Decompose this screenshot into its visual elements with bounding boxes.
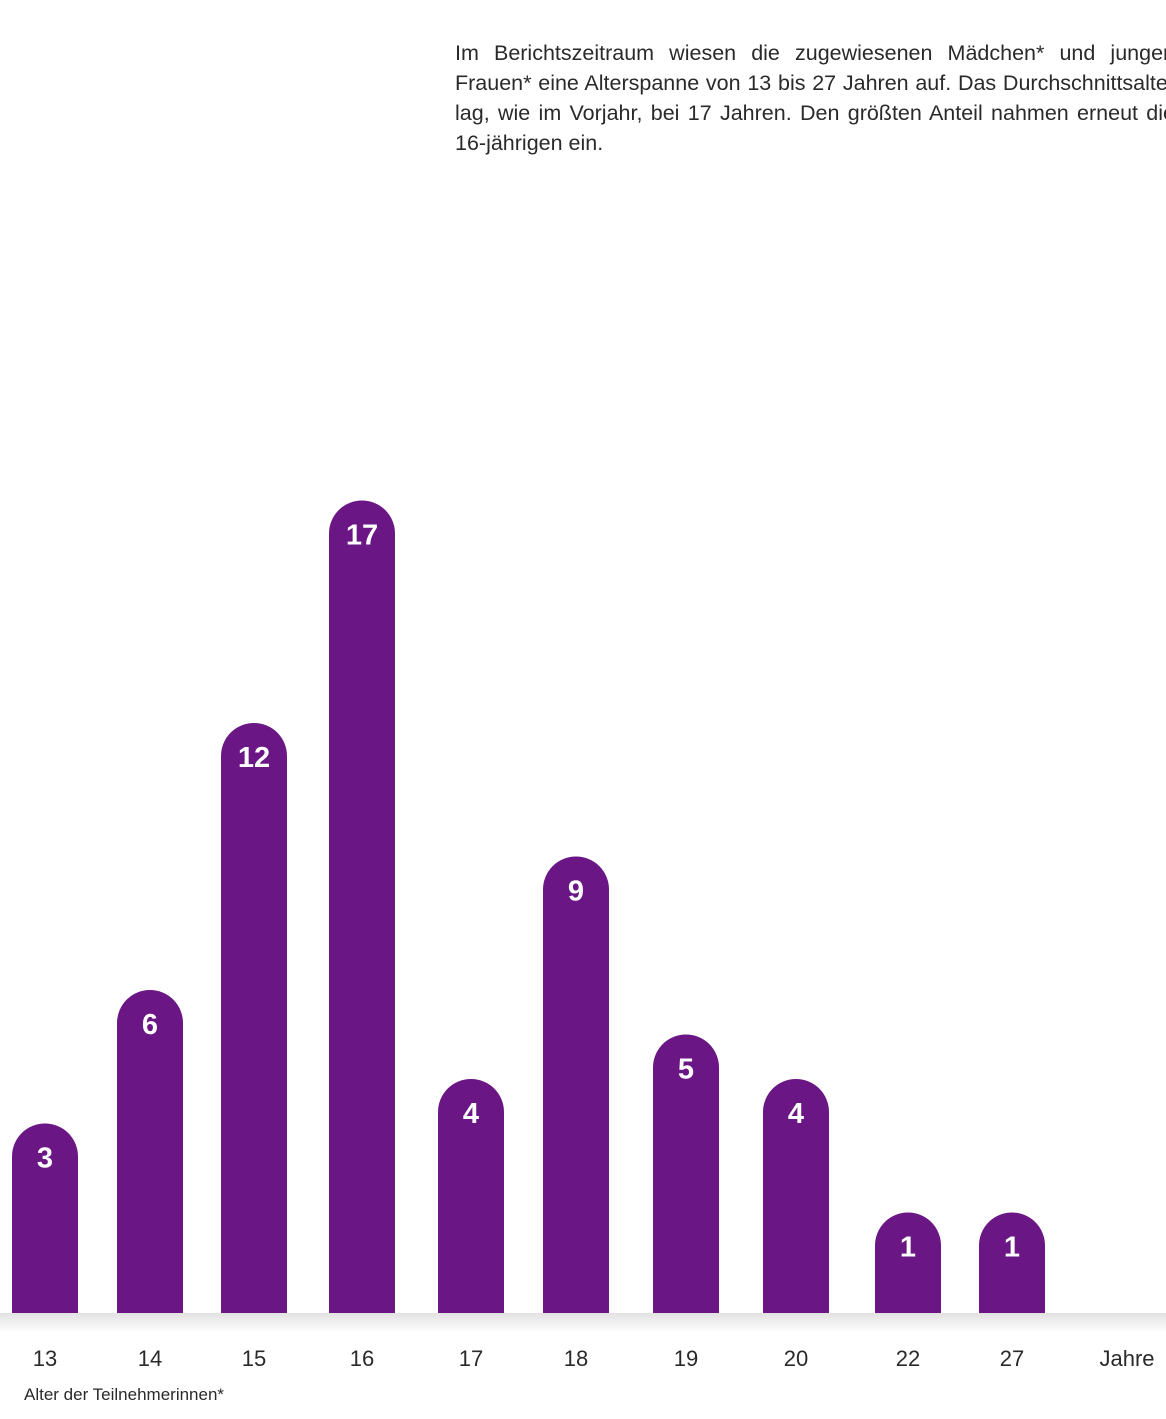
- bar-16: [329, 500, 395, 1314]
- bar-value-label-14: 6: [142, 1009, 158, 1041]
- bar-20: [763, 1079, 829, 1313]
- x-tick-label-15: 15: [242, 1346, 266, 1371]
- baseline-shadow: [0, 1313, 1166, 1333]
- bar-value-label-22: 1: [900, 1232, 916, 1264]
- bar-value-label-20: 4: [788, 1098, 804, 1130]
- x-tick-label-18: 18: [564, 1346, 588, 1371]
- bar-value-label-15: 12: [238, 742, 270, 774]
- bar-value-label-16: 17: [346, 520, 378, 552]
- bar-13: [12, 1123, 78, 1313]
- bar-value-label-19: 5: [678, 1054, 694, 1086]
- bar-value-label-18: 9: [568, 876, 584, 908]
- x-tick-label-19: 19: [674, 1346, 698, 1371]
- bar-17: [438, 1079, 504, 1313]
- bar-value-label-13: 3: [37, 1143, 53, 1175]
- bar-19: [653, 1034, 719, 1313]
- x-tick-label-22: 22: [896, 1346, 920, 1371]
- bar-22: [875, 1212, 941, 1313]
- bar-15: [221, 723, 287, 1313]
- description-text: Im Berichtszeitraum wiesen die zugewiese…: [455, 41, 1166, 155]
- bar-value-label-27: 1: [1004, 1232, 1020, 1264]
- x-tick-label-16: 16: [350, 1346, 374, 1371]
- x-tick-label-17: 17: [459, 1346, 483, 1371]
- x-axis-title: Alter der Teilnehmerinnen*: [24, 1385, 225, 1404]
- x-tick-label-14: 14: [138, 1346, 162, 1371]
- x-tick-label-13: 13: [33, 1346, 57, 1371]
- x-tick-label-20: 20: [784, 1346, 808, 1371]
- bar-value-label-17: 4: [463, 1098, 479, 1130]
- x-axis-unit-label: Jahre: [1099, 1346, 1154, 1371]
- bar-18: [543, 856, 609, 1313]
- bar-27: [979, 1212, 1045, 1313]
- bar-14: [117, 990, 183, 1313]
- x-tick-label-27: 27: [1000, 1346, 1024, 1371]
